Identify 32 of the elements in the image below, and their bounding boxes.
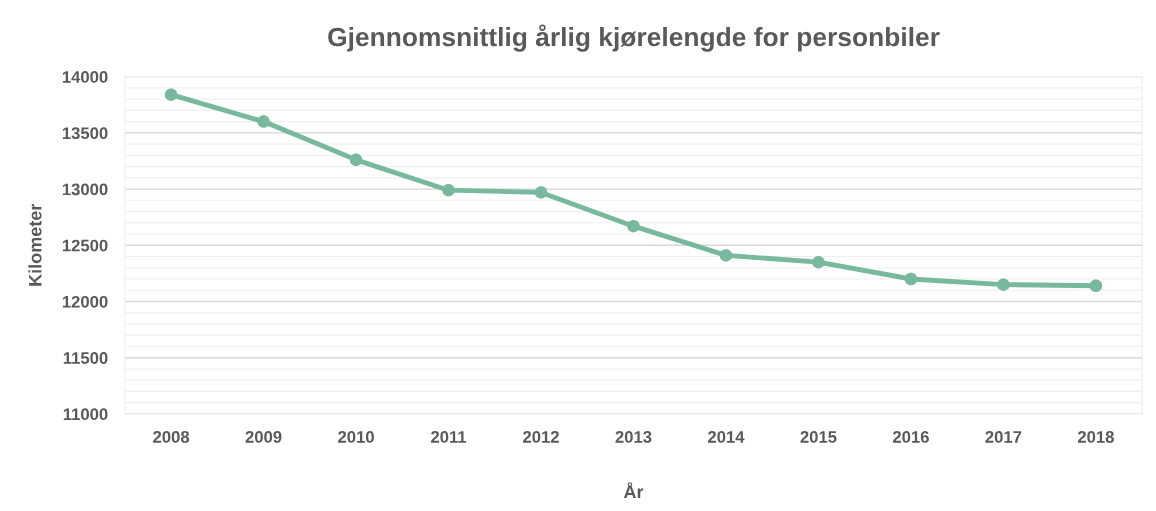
point <box>904 272 918 286</box>
chart-title: Gjennomsnittlig årlig kjørelengde for personbiler <box>328 24 940 52</box>
y-tick-label: 12000 <box>62 295 108 308</box>
x-tick-label: 2011 <box>431 431 467 443</box>
point <box>442 183 455 197</box>
point <box>812 255 825 269</box>
point <box>257 115 270 128</box>
point <box>534 186 548 199</box>
x-tick-label: 2015 <box>800 431 837 443</box>
x-tick-label: 2018 <box>1077 431 1114 443</box>
y-tick-label: 14000 <box>62 71 108 83</box>
x-tick-label: 2009 <box>245 431 282 443</box>
point <box>1089 279 1103 292</box>
y-tick-label: 12500 <box>62 239 108 252</box>
point <box>349 153 363 167</box>
x-tick-label: 2014 <box>708 431 745 443</box>
y-tick-label: 11500 <box>63 352 108 364</box>
x-tick-label: 2013 <box>615 431 652 443</box>
x-tick-label: 2017 <box>985 431 1022 443</box>
y-tick-label: 13000 <box>62 183 108 196</box>
x-tick-label: 2010 <box>338 431 374 443</box>
x-tick-label: 2012 <box>523 431 559 443</box>
x-axis-title: År <box>623 482 644 499</box>
x-tick-label: 2008 <box>153 431 190 443</box>
point <box>627 219 640 233</box>
y-axis-title: Kilometer <box>28 203 42 286</box>
point <box>164 88 178 101</box>
x-tick-label: 2016 <box>892 431 929 443</box>
point <box>997 278 1010 291</box>
y-tick-label: 11000 <box>63 408 108 421</box>
point <box>719 249 733 262</box>
y-tick-label: 13500 <box>62 127 108 140</box>
